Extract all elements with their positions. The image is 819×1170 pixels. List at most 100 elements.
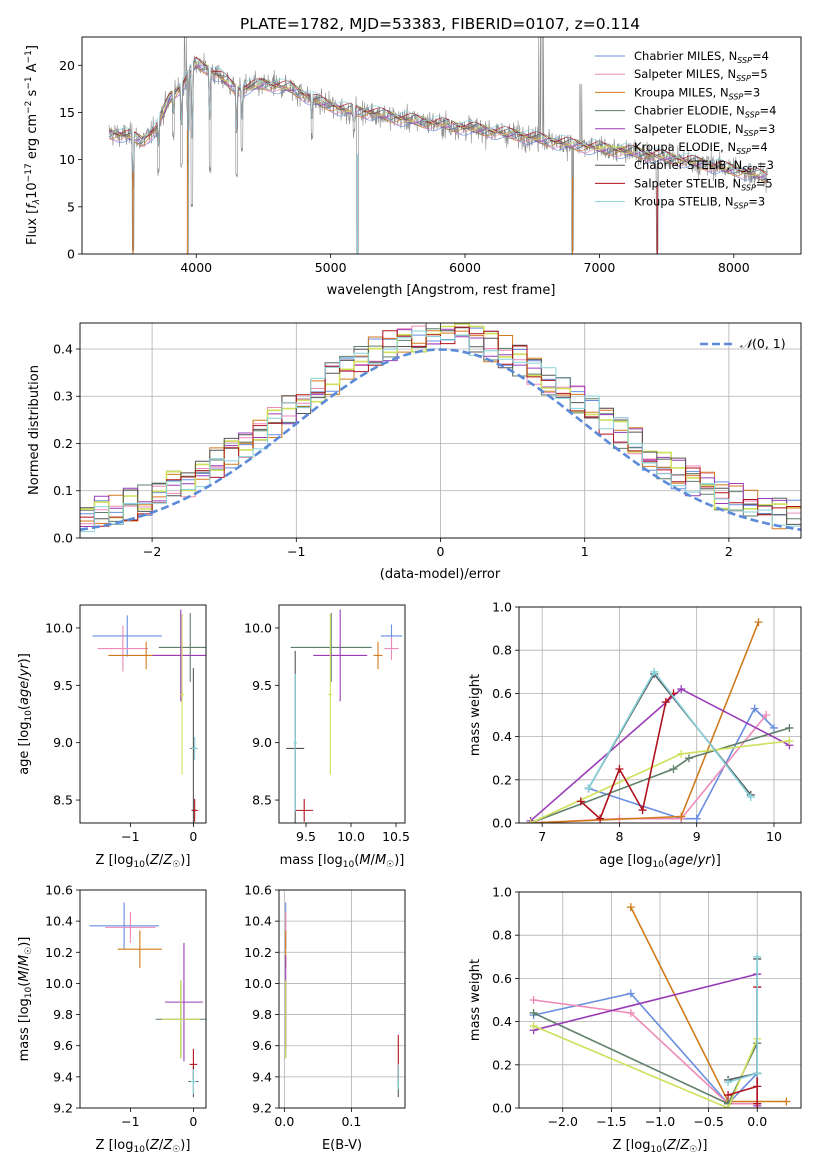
weight_vs_Z-grid — [519, 891, 801, 1109]
weight-marker — [724, 1091, 733, 1100]
legend-entry: Kroupa ELODIE, NSSP=4 — [634, 140, 768, 156]
spectrum-plot-area — [108, 37, 768, 254]
x-tick-label: −1.0 — [645, 1114, 675, 1129]
legend-entry: Chabrier STELIB, NSSP=3 — [634, 158, 774, 174]
weight-marker — [769, 723, 778, 732]
legend-entry: Kroupa STELIB, NSSP=3 — [634, 195, 765, 211]
x-tick-label: 10 — [766, 829, 782, 844]
legend-entry: Chabrier MILES, NSSP=4 — [634, 49, 769, 65]
spectrum-frame — [81, 36, 802, 255]
weight-marker — [762, 711, 771, 719]
y-tick-label: 9.5 — [53, 678, 73, 693]
x-tick-label: −1 — [121, 1114, 139, 1129]
weight-marker — [677, 685, 686, 694]
spectrum-model-line — [108, 58, 768, 193]
y-tick-label: 10.0 — [45, 976, 73, 991]
mass-vs-Z-ylabel: mass [log10(M/M☉)] — [17, 937, 34, 1062]
y-tick-label: 10.2 — [244, 945, 272, 960]
mass_vs_Z-ticks: −1 0 9.2 9.4 9.6 9.8 10.0 10.2 10.4 10.6 — [45, 883, 197, 1130]
y-tick-label: 10.4 — [45, 914, 73, 929]
y-tick-label: 0.3 — [53, 389, 73, 404]
y-tick-label: 0.0 — [53, 531, 73, 546]
y-tick-label: 8.5 — [53, 793, 73, 808]
spectrum-ticks: 4000 5000 6000 7000 8000 0 5 10 15 20 — [59, 58, 750, 275]
weight_vs_Z-panel: −2.0 −1.5 −1.0 −0.5 0.0 0.0 0.2 0.4 0.6 0.8 1.0 mas… — [468, 885, 802, 1155]
weight-line — [530, 621, 760, 823]
y-tick-label: 10.0 — [244, 620, 272, 635]
weight-marker — [785, 736, 794, 745]
weight-marker — [692, 814, 701, 823]
x-tick-label: 0.1 — [341, 1114, 361, 1129]
weight_vs_age-ticks: 7 8 9 10 0.0 0.2 0.4 0.6 0.8 1.0 — [492, 600, 782, 845]
weight-line — [580, 692, 675, 821]
y-tick-label: 9.5 — [252, 678, 272, 693]
weight-marker — [529, 1021, 538, 1030]
weight_vs_age-grid — [519, 606, 801, 824]
residuals-ylabel: Normed distribution — [27, 365, 42, 495]
y-tick-label: 9.2 — [252, 1101, 272, 1116]
x-tick-label: 0 — [437, 544, 445, 559]
weight-marker — [746, 793, 755, 802]
x-tick-label: −0.5 — [693, 1114, 723, 1129]
weight-line — [533, 992, 758, 1105]
weight_vs_Z-ticks: −2.0 −1.5 −1.0 −0.5 0.0 0.0 0.2 0.4 0.6 0.8 1.0 — [492, 885, 767, 1130]
weight-line — [530, 727, 790, 823]
residual-histogram — [80, 330, 801, 533]
x-tick-label: 4000 — [180, 260, 212, 275]
weight-vs-Z-ylabel: mass weight — [468, 959, 483, 1041]
weight-marker — [677, 812, 686, 821]
weight-line — [587, 670, 752, 798]
weight-marker — [753, 1099, 762, 1108]
normal-legend-label: 𝒩(0, 1) — [740, 336, 786, 351]
x-tick-label: −1.5 — [596, 1114, 626, 1129]
weight-marker — [584, 784, 593, 793]
y-tick-label: 9.2 — [53, 1101, 73, 1116]
y-tick-label: 5 — [67, 199, 75, 214]
residuals-grid — [80, 323, 801, 539]
y-tick-label: 10 — [59, 152, 75, 167]
y-tick-label: 1.0 — [492, 885, 512, 900]
y-tick-label: 9.8 — [252, 1007, 272, 1022]
weight-marker — [753, 1082, 762, 1091]
y-tick-label: 9.6 — [53, 1038, 73, 1053]
mass_vs_EBV-grid — [279, 889, 405, 1109]
y-tick-label: 0.2 — [492, 1057, 512, 1072]
x-tick-label: 1 — [581, 544, 589, 559]
y-tick-label: 0.4 — [492, 729, 512, 744]
legend-entry: Salpeter STELIB, NSSP=5 — [634, 176, 773, 192]
weight-marker — [596, 814, 605, 823]
age_vs_Z-ticks: −1 0 8.5 9.0 9.5 10.0 — [45, 620, 197, 844]
x-tick-label: 7000 — [584, 260, 616, 275]
age_vs_mass-panel: 9.5 10.0 10.5 8.5 9.0 9.5 10.0 mass [log10(M/M☉… — [244, 604, 410, 870]
weight-marker — [638, 806, 647, 815]
mass_vs_Z-plot-area — [89, 902, 206, 1098]
weight-marker — [626, 989, 635, 998]
weight-marker — [724, 1078, 733, 1087]
x-tick-label: 0 — [189, 1114, 197, 1129]
age-vs-mass-xlabel: mass [log10(M/M☉)] — [280, 853, 405, 870]
spectrum-model-line — [108, 56, 768, 193]
x-tick-label: 2 — [725, 544, 733, 559]
residuals-plot-area — [80, 323, 801, 533]
spectrum-model-line — [108, 61, 768, 193]
x-tick-label: 10.5 — [382, 829, 410, 844]
weight-line — [727, 987, 758, 1104]
y-tick-label: 0.2 — [492, 772, 512, 787]
y-tick-label: 10.2 — [45, 945, 73, 960]
normal-curve — [80, 348, 801, 531]
spectrum-xlabel: wavelength [Angstrom, rest frame] — [327, 283, 556, 298]
spectrum-panel: 4000 5000 6000 7000 8000 0 5 10 15 20 Flux [fλ10−1… — [24, 36, 802, 298]
weight_vs_age-panel: 7 8 9 10 0.0 0.2 0.4 0.6 0.8 1.0 mass weight age [l… — [468, 600, 802, 870]
weight_vs_Z-plot-area — [529, 903, 791, 1108]
spectrum-legend: Chabrier MILES, NSSP=4 Salpeter MILES, NS… — [595, 49, 776, 211]
residuals-xlabel: (data-model)/error — [380, 567, 501, 582]
residual-histogram — [80, 323, 801, 525]
y-tick-label: 0.1 — [53, 483, 73, 498]
y-tick-label: 10.0 — [45, 620, 73, 635]
legend-entry: Chabrier ELODIE, NSSP=4 — [634, 104, 776, 120]
weight-line — [533, 999, 758, 1105]
y-tick-label: 0.2 — [53, 436, 73, 451]
weight-marker — [615, 765, 624, 773]
x-tick-label: 5000 — [315, 260, 347, 275]
